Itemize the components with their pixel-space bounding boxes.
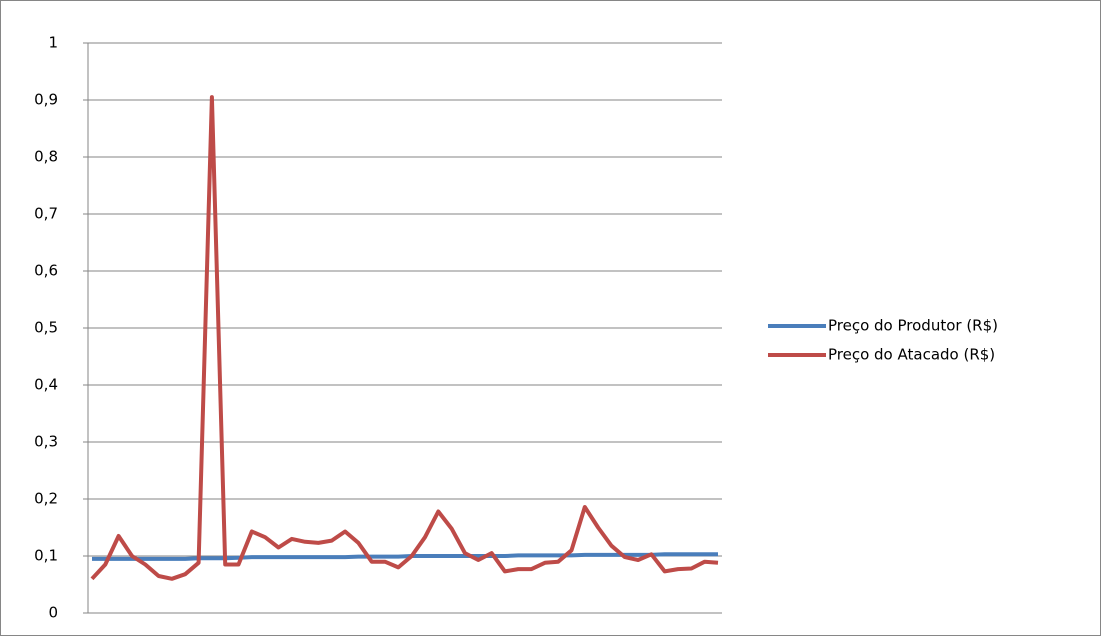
y-tick-label: 0,4 (34, 376, 58, 394)
y-tick-label: 0 (48, 604, 58, 622)
legend-label: Preço do Produtor (R$) (828, 317, 998, 335)
legend-label: Preço do Atacado (R$) (828, 346, 995, 364)
y-tick-label: 0,6 (34, 262, 58, 280)
y-tick-label: 0,8 (34, 148, 58, 166)
series-line (90, 95, 719, 581)
y-tick-label: 1 (48, 34, 58, 52)
y-tick-label: 0,2 (34, 490, 58, 508)
y-tick-label: 0,3 (34, 433, 58, 451)
y-tick-label: 0,5 (34, 319, 58, 337)
y-tick-label: 0,1 (34, 547, 58, 565)
y-tick-label: 0,9 (34, 91, 58, 109)
series-line (92, 552, 718, 561)
y-tick-label: 0,7 (34, 205, 58, 223)
